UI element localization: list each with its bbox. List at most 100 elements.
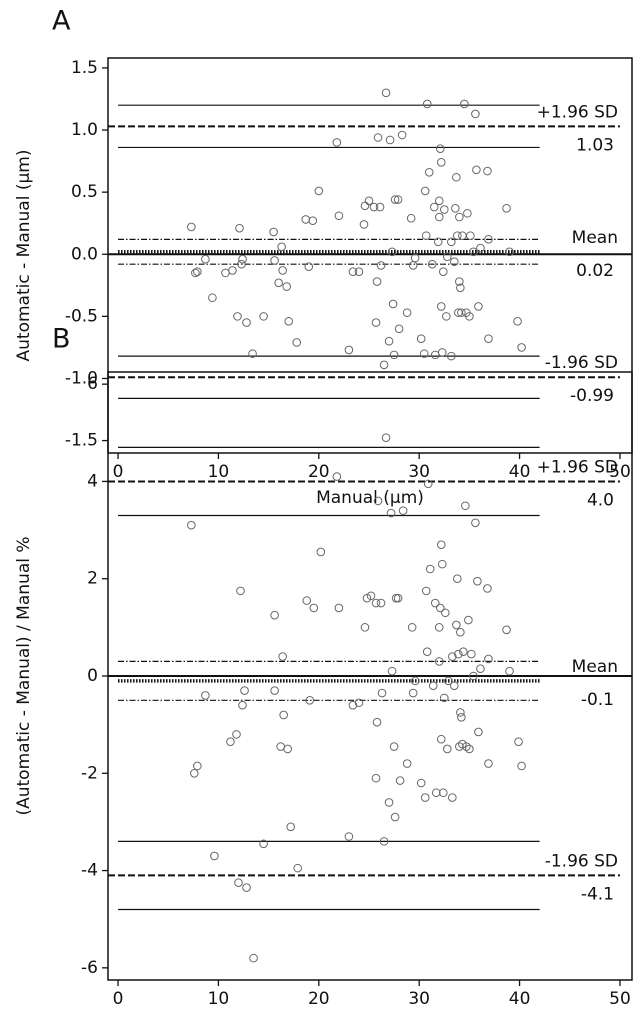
point [248,349,257,358]
point [469,247,478,257]
point [201,254,210,264]
point [304,262,314,271]
y-tick-label: -1.0 [65,368,98,388]
point [476,664,485,674]
point [438,788,448,798]
point [505,666,514,676]
panel-label: A [52,6,71,37]
point [373,496,383,506]
point [372,717,382,727]
x-tick-label: 0 [113,462,124,482]
point [453,574,462,584]
point [439,205,449,214]
point [282,282,291,291]
point [384,798,394,807]
point [428,681,438,691]
x-tick-label: 50 [609,989,631,1009]
point [388,299,398,309]
point [332,138,342,147]
limit-name: -1.96 SD [545,353,618,373]
point [473,576,482,586]
x-tick-label: 10 [208,462,230,482]
point [474,727,483,737]
y-tick-label: 0.5 [71,182,98,202]
point [436,302,446,311]
point [210,851,219,861]
point [373,133,383,142]
point [228,266,237,275]
point [471,109,480,119]
point [410,253,420,263]
limit-value: -4.1 [581,884,614,904]
point [455,212,464,222]
x-axis-label: Manual (µm) [316,488,424,508]
point [390,195,400,204]
point [434,657,444,666]
point [416,778,426,788]
point [278,266,287,275]
point [359,220,369,229]
point [371,318,381,327]
y-tick-label: 2 [87,569,98,589]
y-tick-label: -4 [81,861,98,881]
point [386,508,396,518]
point [387,247,397,257]
point [441,312,451,321]
y-axis-label: (Automatic - Manual) / Manual % [14,536,34,815]
point [377,688,387,698]
point [474,302,483,311]
y-tick-label: -2 [81,763,98,783]
point [284,317,293,326]
point [393,593,403,603]
point [226,737,235,746]
point [387,666,397,676]
y-tick-label: 6 [87,374,98,394]
point [348,267,358,276]
point [443,676,453,686]
point [308,216,318,226]
point [348,700,358,710]
point [240,686,249,695]
point [371,773,381,783]
x-tick-label: 10 [208,989,230,1009]
point [360,623,370,632]
point [381,433,391,442]
limit-name: Mean [572,657,618,677]
point [242,318,251,327]
point [316,547,326,557]
point [193,761,202,771]
point [187,222,196,232]
point [379,360,389,370]
point [448,652,457,661]
point [459,647,468,656]
limit-value: 1.03 [576,135,614,155]
point [502,625,511,635]
point [448,793,457,802]
x-tick-label: 20 [308,462,330,482]
point [483,584,492,593]
point [463,208,472,218]
point [427,259,437,269]
point [476,243,485,253]
point [513,317,522,326]
point [393,195,403,204]
point [450,681,459,691]
point [423,479,433,489]
point [309,603,319,613]
point [376,261,386,270]
y-tick-label: -1.5 [65,431,98,451]
point [433,237,443,247]
limit-value: 4.0 [587,490,614,510]
point [201,691,210,700]
point [259,839,268,849]
point [398,506,408,515]
point [434,196,444,206]
point [187,520,196,530]
x-tick-label: 30 [408,989,430,1009]
point [270,256,279,265]
point [421,231,431,240]
limit-name: -1.96 SD [545,851,618,871]
point [514,737,523,746]
point [259,312,268,321]
